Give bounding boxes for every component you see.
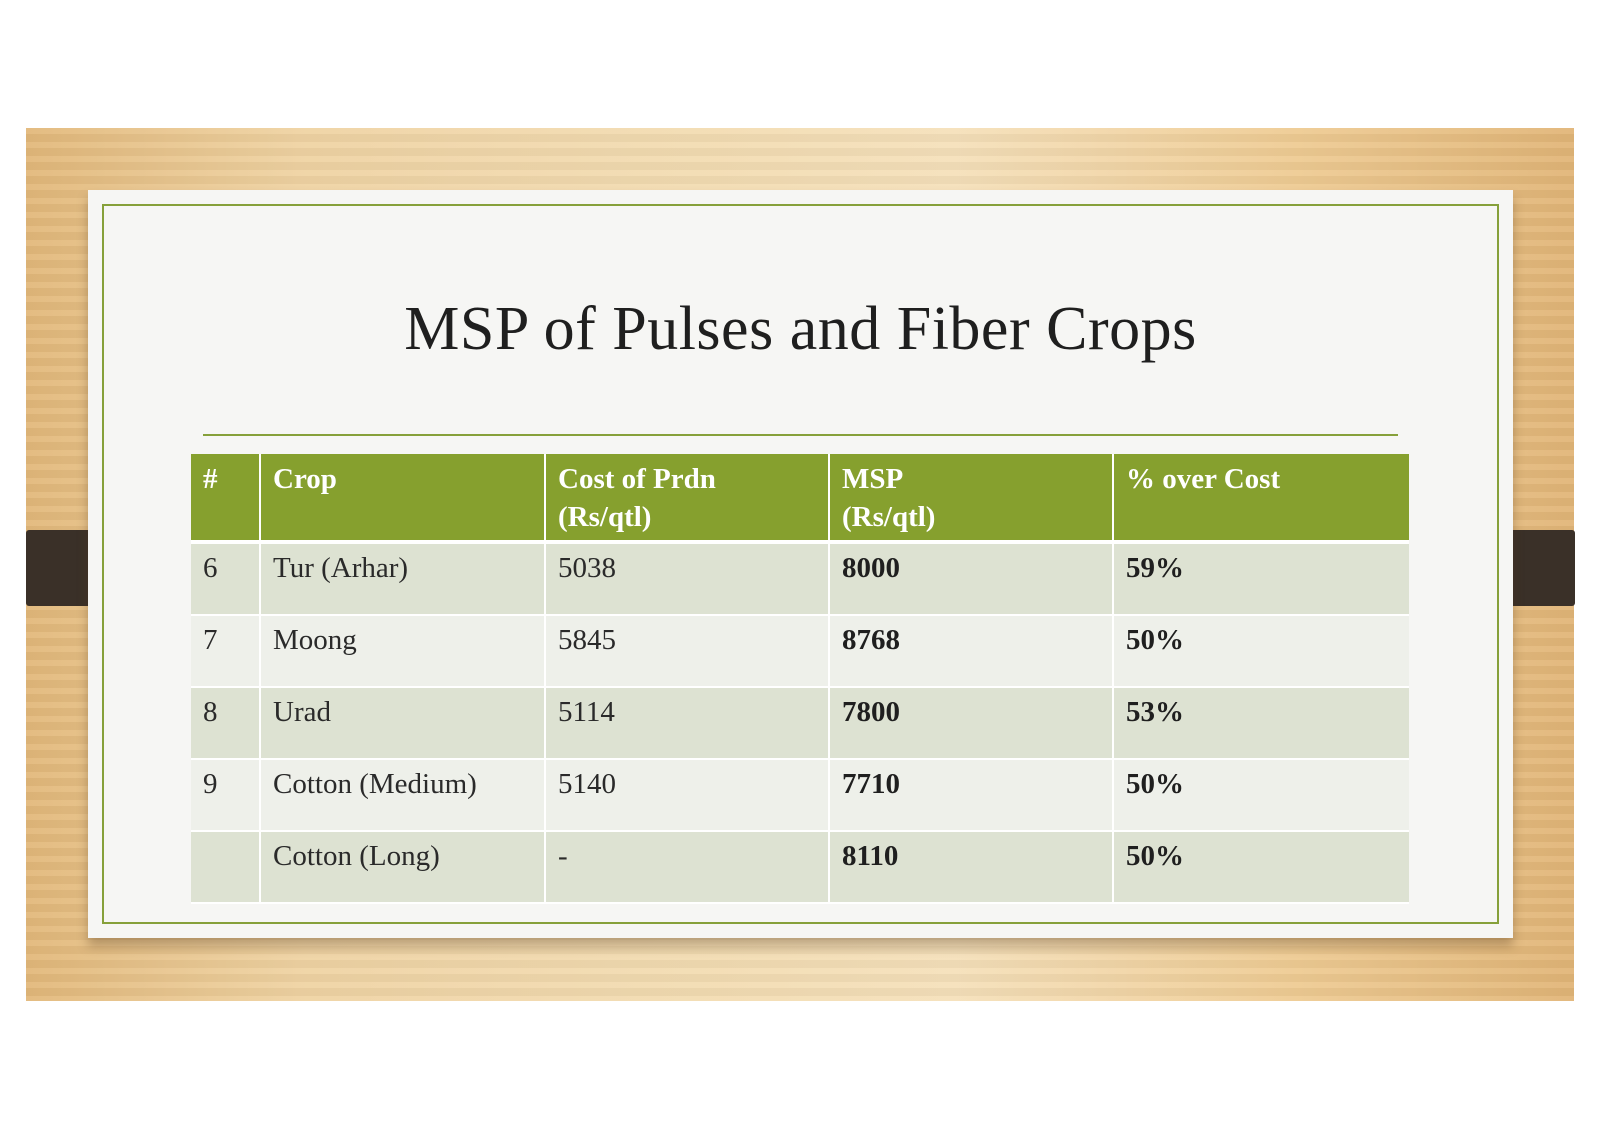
table-header-row: # Crop Cost of Prdn (Rs/qtl) MSP (Rs/qtl) … [191,454,1409,544]
cell-pct: 50% [1114,832,1409,904]
header-cost-line2: (Rs/qtl) [558,501,652,533]
msp-table: # Crop Cost of Prdn (Rs/qtl) MSP (Rs/qtl) … [191,454,1409,904]
table-row: 6 Tur (Arhar) 5038 8000 59% [191,544,1409,616]
title-divider [203,434,1398,436]
cell-num: 9 [191,760,261,832]
cell-num: 8 [191,688,261,760]
paper-border [102,204,1499,924]
cell-num: 6 [191,544,261,616]
cell-cost: 5114 [546,688,830,760]
cell-crop: Moong [261,616,546,688]
header-cost: Cost of Prdn (Rs/qtl) [546,454,830,544]
header-msp-line2: (Rs/qtl) [842,501,936,533]
cell-msp: 8110 [830,832,1114,904]
header-cost-line1: Cost of Prdn [558,463,716,495]
cell-cost: 5140 [546,760,830,832]
header-msp: MSP (Rs/qtl) [830,454,1114,544]
slide-title: MSP of Pulses and Fiber Crops [404,295,1197,363]
header-msp-line1: MSP [842,463,904,495]
cell-crop: Tur (Arhar) [261,544,546,616]
cell-msp: 8768 [830,616,1114,688]
table-row: 8 Urad 5114 7800 53% [191,688,1409,760]
cell-num [191,832,261,904]
cell-cost: 5845 [546,616,830,688]
table-row: 9 Cotton (Medium) 5140 7710 50% [191,760,1409,832]
cell-pct: 50% [1114,616,1409,688]
cell-pct: 50% [1114,760,1409,832]
cell-crop: Cotton (Long) [261,832,546,904]
cell-num: 7 [191,616,261,688]
header-pct: % over Cost [1114,454,1409,544]
cell-pct: 59% [1114,544,1409,616]
table-row: 7 Moong 5845 8768 50% [191,616,1409,688]
cell-msp: 7800 [830,688,1114,760]
header-num: # [191,454,261,544]
header-crop: Crop [261,454,546,544]
cell-msp: 8000 [830,544,1114,616]
cell-cost: - [546,832,830,904]
cell-msp: 7710 [830,760,1114,832]
cell-pct: 53% [1114,688,1409,760]
slide-paper: MSP of Pulses and Fiber Crops # Crop Cos… [88,190,1513,938]
table-row: Cotton (Long) - 8110 50% [191,832,1409,904]
cell-crop: Cotton (Medium) [261,760,546,832]
cell-cost: 5038 [546,544,830,616]
cell-crop: Urad [261,688,546,760]
